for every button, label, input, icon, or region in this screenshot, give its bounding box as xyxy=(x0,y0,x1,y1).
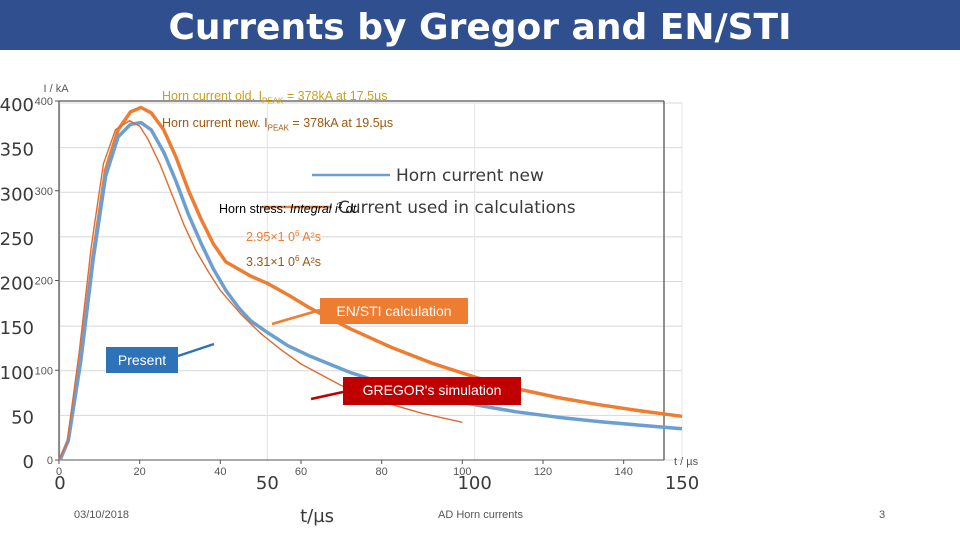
series-layer xyxy=(58,105,683,461)
slide-title: Currents by Gregor and EN/STI xyxy=(168,7,792,48)
gregor-leader xyxy=(310,390,344,401)
back-x-tick-label: 150 xyxy=(665,473,699,494)
new-note-suffix: = 378kA at 19.5µs xyxy=(288,116,394,130)
old-note-prefix: Horn current old. I xyxy=(162,89,263,103)
stress-value-1-text: 2.95×1 0 xyxy=(246,230,296,245)
back-y-tick-label: 150 xyxy=(0,318,34,339)
front-x-axis-label: t / µs xyxy=(674,456,699,468)
title-bar xyxy=(0,0,960,50)
back-y-tick-label: 0 xyxy=(23,452,34,473)
en-sti-leader xyxy=(271,308,321,326)
page-number: 3 xyxy=(879,509,886,521)
stress-label: Horn stress: xyxy=(219,202,290,217)
new-note-sub: PEAK xyxy=(267,123,289,133)
back-y-tick-label: 300 xyxy=(0,184,34,205)
stress-value-2-unit: A²s xyxy=(299,255,322,270)
legend-label-current-used-in-calculations: Current used in calculations xyxy=(338,198,576,218)
front-y-tick-label: 200 xyxy=(35,276,53,288)
front-y-tick-label: 100 xyxy=(35,365,53,377)
front-x-tick-label: 20 xyxy=(134,466,146,478)
stress-integral-tail: dt xyxy=(342,202,357,217)
back-y-tick-label: 200 xyxy=(0,274,34,295)
front-y-tick-label: 300 xyxy=(35,186,53,198)
old-note-suffix: = 378kA at 17.5µs xyxy=(283,89,388,103)
en-sti-callout: EN/STI calculation xyxy=(320,298,468,324)
legend-label-horn-current-new: Horn current new xyxy=(396,166,544,186)
footer-center: AD Horn currents xyxy=(438,509,523,521)
present-callout: Present xyxy=(106,347,178,373)
present-leader xyxy=(177,342,215,358)
back-x-tick-label: 50 xyxy=(256,473,279,494)
series-current-used-in-calculations xyxy=(58,105,683,461)
front-x-tick-label: 120 xyxy=(534,466,552,478)
series-horn-current-new xyxy=(58,120,683,461)
front-x-tick-label: 40 xyxy=(214,466,226,478)
new-current-note: Horn current new. IPEAK = 378kA at 19.5µ… xyxy=(162,116,393,133)
stress-value-2-exp: 6 xyxy=(295,254,300,263)
legend: Horn current new Current used in calculat… xyxy=(262,166,576,218)
front-y-tick-label: 0 xyxy=(47,455,53,467)
series-horn-current-old xyxy=(58,120,463,461)
stress-value-2: 3.31×1 06 A²s xyxy=(246,254,321,269)
back-y-tick-label: 250 xyxy=(0,229,34,250)
back-x-tick-label: 0 xyxy=(54,473,65,494)
back-y-tick-label: 350 xyxy=(0,140,34,161)
back-y-tick-label: 100 xyxy=(0,363,34,384)
back-y-tick-label: 50 xyxy=(11,407,34,428)
back-x-tick-label: 100 xyxy=(457,473,491,494)
front-x-tick-label: 80 xyxy=(376,466,388,478)
footer-date: 03/10/2018 xyxy=(74,509,130,521)
new-note-prefix: Horn current new. I xyxy=(162,116,268,130)
back-x-axis-label: t/µs xyxy=(300,506,334,527)
horn-stress-label: Horn stress: Integral i2 dt xyxy=(219,201,356,216)
front-x-tick-label: 60 xyxy=(295,466,307,478)
back-y-tick-label: 400 xyxy=(0,95,34,116)
front-y-tick-label: 400 xyxy=(35,96,53,108)
callout-leaders xyxy=(177,308,344,401)
stress-value-2-text: 3.31×1 0 xyxy=(246,255,296,270)
stress-integral: Integral i xyxy=(289,202,338,217)
front-axes: 0 100 200 300 400 0 20 40 60 80 100 120 140 I / kA t /… xyxy=(35,83,699,478)
front-y-axis-label: I / kA xyxy=(43,83,69,95)
stress-value-1: 2.95×1 06 A²s xyxy=(246,229,321,244)
stress-integral-exp: 2 xyxy=(337,201,343,210)
stress-value-1-exp: 6 xyxy=(295,229,300,238)
stress-value-1-unit: A²s xyxy=(299,230,322,245)
gregor-callout: GREGOR's simulation xyxy=(343,377,521,405)
front-x-tick-label: 100 xyxy=(453,466,471,478)
old-note-sub: PEAK xyxy=(262,96,284,106)
old-current-note: Horn current old. IPEAK = 378kA at 17.5µ… xyxy=(162,89,388,106)
front-x-tick-label: 140 xyxy=(614,466,632,478)
front-x-tick-label: 0 xyxy=(56,466,62,478)
